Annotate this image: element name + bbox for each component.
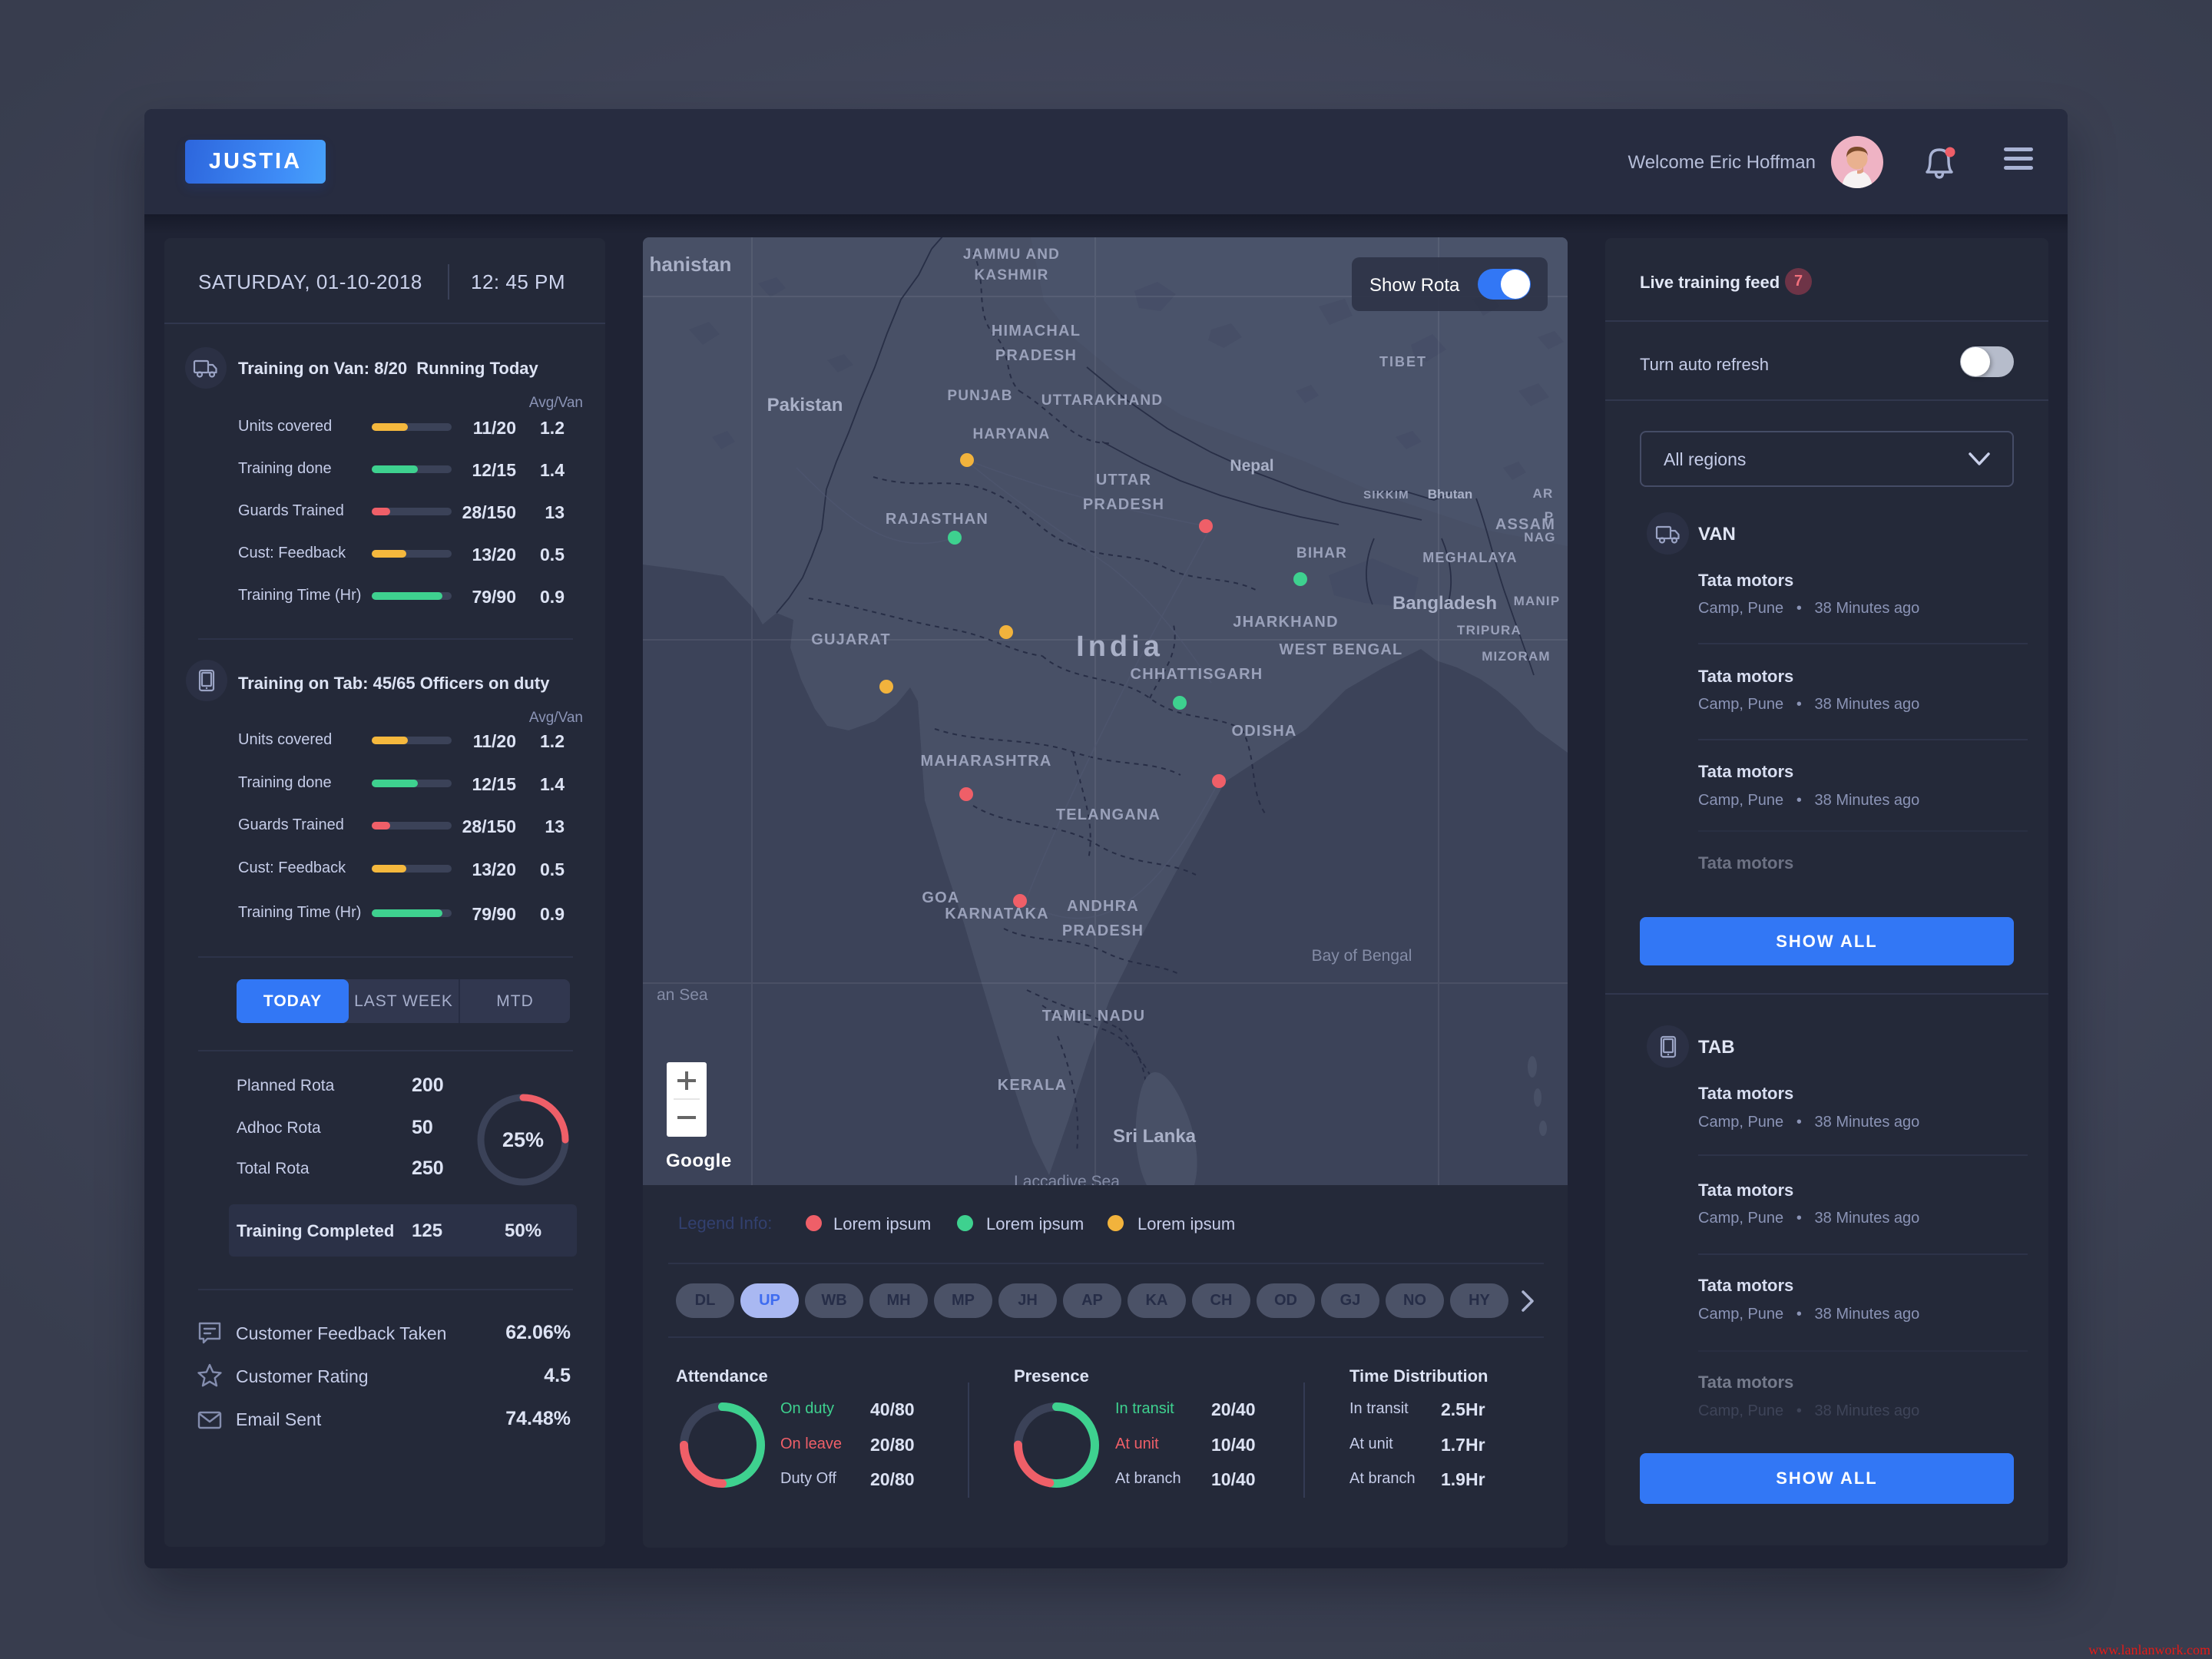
svg-text:Bay of Bengal: Bay of Bengal <box>1312 947 1412 965</box>
svg-text:GOA: GOA <box>922 889 959 906</box>
svg-text:WEST BENGAL: WEST BENGAL <box>1280 641 1403 658</box>
svg-text:25%: 25% <box>502 1128 544 1151</box>
svg-text:PRADESH: PRADESH <box>1062 922 1144 939</box>
svg-text:TIBET: TIBET <box>1379 354 1427 369</box>
svg-text:MANIP: MANIP <box>1514 594 1561 608</box>
svg-text:Bangladesh: Bangladesh <box>1392 593 1497 614</box>
svg-text:TAMIL NADU: TAMIL NADU <box>1042 1008 1146 1025</box>
svg-text:HARYANA: HARYANA <box>973 426 1051 442</box>
svg-text:Pakistan: Pakistan <box>767 395 843 416</box>
svg-text:GUJARAT: GUJARAT <box>811 631 891 648</box>
svg-text:ODISHA: ODISHA <box>1232 723 1297 740</box>
svg-text:Show Rota: Show Rota <box>1369 275 1460 296</box>
svg-text:Nepal: Nepal <box>1230 457 1273 475</box>
svg-text:PUNJAB: PUNJAB <box>947 388 1012 404</box>
svg-text:KERALA: KERALA <box>998 1077 1068 1094</box>
svg-text:JHARKHAND: JHARKHAND <box>1233 614 1338 631</box>
svg-text:RAJASTHAN: RAJASTHAN <box>886 511 988 528</box>
svg-text:ASSAM: ASSAM <box>1495 516 1555 533</box>
svg-text:BIHAR: BIHAR <box>1296 545 1347 561</box>
svg-text:TRIPURA: TRIPURA <box>1457 623 1522 637</box>
svg-text:Sri Lanka: Sri Lanka <box>1113 1126 1197 1147</box>
svg-text:hanistan: hanistan <box>650 253 732 276</box>
svg-text:MIZORAM: MIZORAM <box>1482 649 1551 664</box>
svg-text:Bhutan: Bhutan <box>1428 487 1473 502</box>
svg-text:MEGHALAYA: MEGHALAYA <box>1422 550 1518 565</box>
svg-text:PRADESH: PRADESH <box>995 347 1077 364</box>
svg-text:P: P <box>1545 509 1555 524</box>
svg-text:Google: Google <box>666 1151 732 1171</box>
svg-text:India: India <box>1076 631 1164 663</box>
svg-text:TELANGANA: TELANGANA <box>1056 806 1161 823</box>
svg-text:KASHMIR: KASHMIR <box>974 267 1048 283</box>
svg-text:NAG: NAG <box>1524 530 1555 545</box>
svg-text:UTTARAKHAND: UTTARAKHAND <box>1041 392 1164 409</box>
svg-text:JAMMU AND: JAMMU AND <box>963 247 1060 263</box>
svg-text:UTTAR: UTTAR <box>1096 472 1151 488</box>
svg-text:HIMACHAL: HIMACHAL <box>992 323 1081 339</box>
svg-text:CHHATTISGARH: CHHATTISGARH <box>1131 666 1263 683</box>
svg-text:AR: AR <box>1533 486 1554 501</box>
svg-text:an Sea: an Sea <box>657 986 708 1004</box>
svg-text:PRADESH: PRADESH <box>1083 496 1164 513</box>
svg-text:KARNATAKA: KARNATAKA <box>945 906 1049 922</box>
svg-text:SIKKIM: SIKKIM <box>1363 488 1409 502</box>
svg-text:ANDHRA: ANDHRA <box>1067 898 1139 915</box>
svg-text:MAHARASHTRA: MAHARASHTRA <box>921 753 1052 770</box>
svg-text:Laccadive Sea: Laccadive Sea <box>1014 1173 1120 1185</box>
